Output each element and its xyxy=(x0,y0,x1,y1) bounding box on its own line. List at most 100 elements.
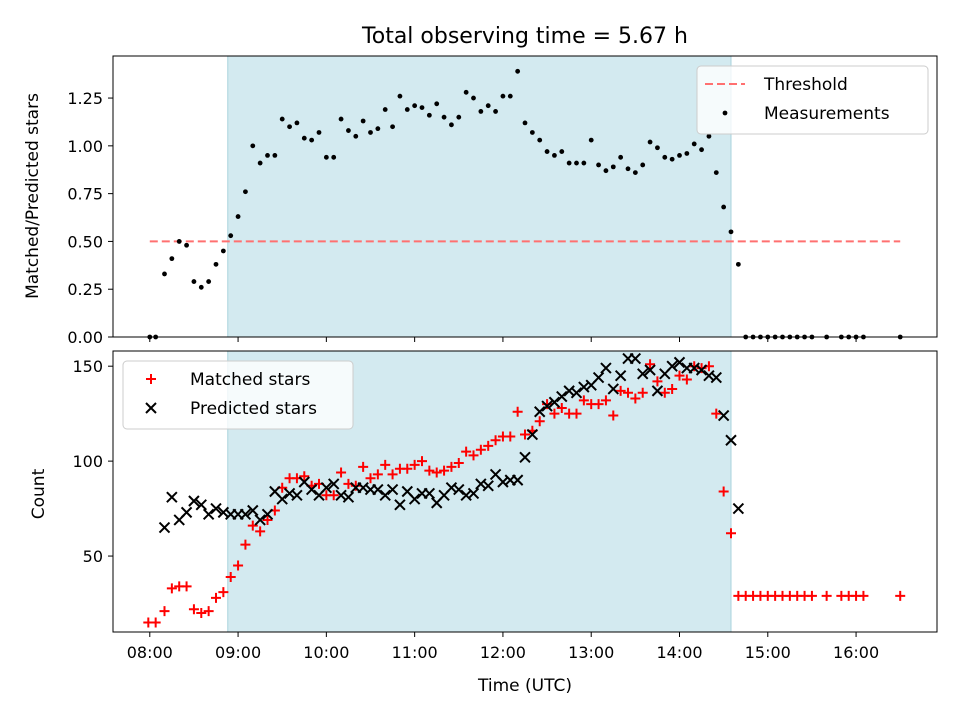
measurement-point xyxy=(397,93,403,99)
matched-stars-point xyxy=(718,486,729,497)
matched-stars-point xyxy=(146,374,156,384)
predicted-stars-point xyxy=(291,489,303,502)
legend-label: Matched stars xyxy=(190,370,310,390)
matched-stars-point xyxy=(299,471,310,482)
matched-stars-point xyxy=(806,590,817,601)
predicted-stars-point xyxy=(158,521,171,534)
predicted-stars-point xyxy=(210,502,222,515)
measurement-point xyxy=(316,130,322,135)
matched-stars-point xyxy=(387,469,398,480)
matched-stars-point xyxy=(681,374,692,385)
matched-stars-point xyxy=(439,465,450,476)
y-tick-label: 0.00 xyxy=(67,328,103,347)
predicted-stars-point xyxy=(239,508,252,520)
matched-stars-point xyxy=(233,560,244,571)
y-tick-label: 100 xyxy=(72,452,103,471)
matched-stars-point xyxy=(247,520,258,531)
predicted-stars-point xyxy=(166,491,178,503)
matched-stars-point xyxy=(188,604,199,615)
matched-stars-point xyxy=(150,617,161,628)
predicted-stars-point xyxy=(394,499,406,511)
measurement-point xyxy=(735,261,741,267)
matched-stars-point xyxy=(623,387,633,398)
measurement-point xyxy=(434,101,440,107)
predicted-stars-point xyxy=(519,451,531,464)
predicted-stars-point xyxy=(607,383,619,395)
matched-stars-point xyxy=(181,581,192,592)
predicted-stars-point xyxy=(541,400,553,412)
predicted-stars-point xyxy=(710,371,722,384)
series-predicted-stars xyxy=(158,352,745,534)
measurement-point xyxy=(456,114,462,120)
legend-frame xyxy=(122,360,354,430)
predicted-stars-point xyxy=(695,364,708,376)
measurement-point xyxy=(647,139,653,145)
predicted-stars-point xyxy=(180,506,193,519)
measurement-point xyxy=(250,143,256,149)
measurement-point xyxy=(169,256,175,262)
measurement-point xyxy=(655,145,660,151)
measurement-point xyxy=(669,156,675,162)
measurement-point xyxy=(441,114,447,120)
measurement-point xyxy=(603,168,609,174)
measurement-point xyxy=(279,116,285,122)
measurement-point xyxy=(529,130,535,135)
matched-stars-point xyxy=(858,590,869,601)
matched-stars-point xyxy=(593,399,604,410)
measurement-point xyxy=(662,154,668,160)
predicted-stars-point xyxy=(261,508,274,520)
legend-label: Measurements xyxy=(764,104,890,124)
measurement-point xyxy=(684,151,690,156)
predicted-stars-point xyxy=(379,489,391,502)
predicted-stars-point xyxy=(511,474,524,486)
measurement-point xyxy=(493,109,498,114)
measurement-point xyxy=(691,141,697,147)
x-tick-label: 14:00 xyxy=(656,643,702,662)
matched-stars-point xyxy=(483,440,494,451)
measurement-point xyxy=(471,95,476,101)
x-tick-label: 15:00 xyxy=(745,643,791,662)
measurement-point xyxy=(323,154,329,160)
predicted-stars-point xyxy=(276,493,288,505)
matched-stars-point xyxy=(453,458,464,469)
measurement-point xyxy=(338,116,344,122)
x-tick-label: 11:00 xyxy=(392,643,438,662)
measurement-point xyxy=(382,107,388,112)
matched-stars-point xyxy=(895,590,906,601)
measurement-point xyxy=(449,122,454,128)
matched-stars-point xyxy=(637,387,648,398)
x-tick-label: 13:00 xyxy=(568,643,614,662)
predicted-stars-point xyxy=(534,406,546,418)
matched-stars-point xyxy=(667,383,678,394)
legend-frame xyxy=(696,65,929,135)
matched-stars-point xyxy=(159,606,170,617)
series-matched-stars xyxy=(143,359,906,628)
measurement-point xyxy=(243,189,248,195)
predicted-stars-point xyxy=(467,487,480,500)
measurement-point xyxy=(228,233,234,239)
measurement-point xyxy=(478,109,484,114)
matched-stars-point xyxy=(468,450,479,461)
measurement-point xyxy=(596,162,601,168)
matched-stars-point xyxy=(821,590,832,601)
matched-stars-point xyxy=(711,408,722,419)
matched-stars-point xyxy=(512,406,523,417)
matched-stars-point xyxy=(475,444,486,455)
predicted-stars-point xyxy=(305,483,318,496)
measurement-point xyxy=(537,137,543,143)
measurement-point xyxy=(272,153,278,158)
predicted-stars-point xyxy=(247,504,259,517)
matched-stars-point xyxy=(166,583,177,594)
y-tick-label: 0.25 xyxy=(67,280,103,299)
axes-frame xyxy=(112,350,938,633)
matched-stars-point xyxy=(402,463,413,474)
predicted-stars-point xyxy=(386,483,399,496)
matched-stars-point xyxy=(336,467,347,478)
measurement-point xyxy=(544,149,550,154)
measurement-point xyxy=(287,124,292,130)
measurement-point xyxy=(419,105,425,111)
measurement-point xyxy=(368,130,373,135)
measurement-point xyxy=(463,89,469,95)
measurement-point xyxy=(522,120,528,126)
measurement-point xyxy=(309,137,315,143)
